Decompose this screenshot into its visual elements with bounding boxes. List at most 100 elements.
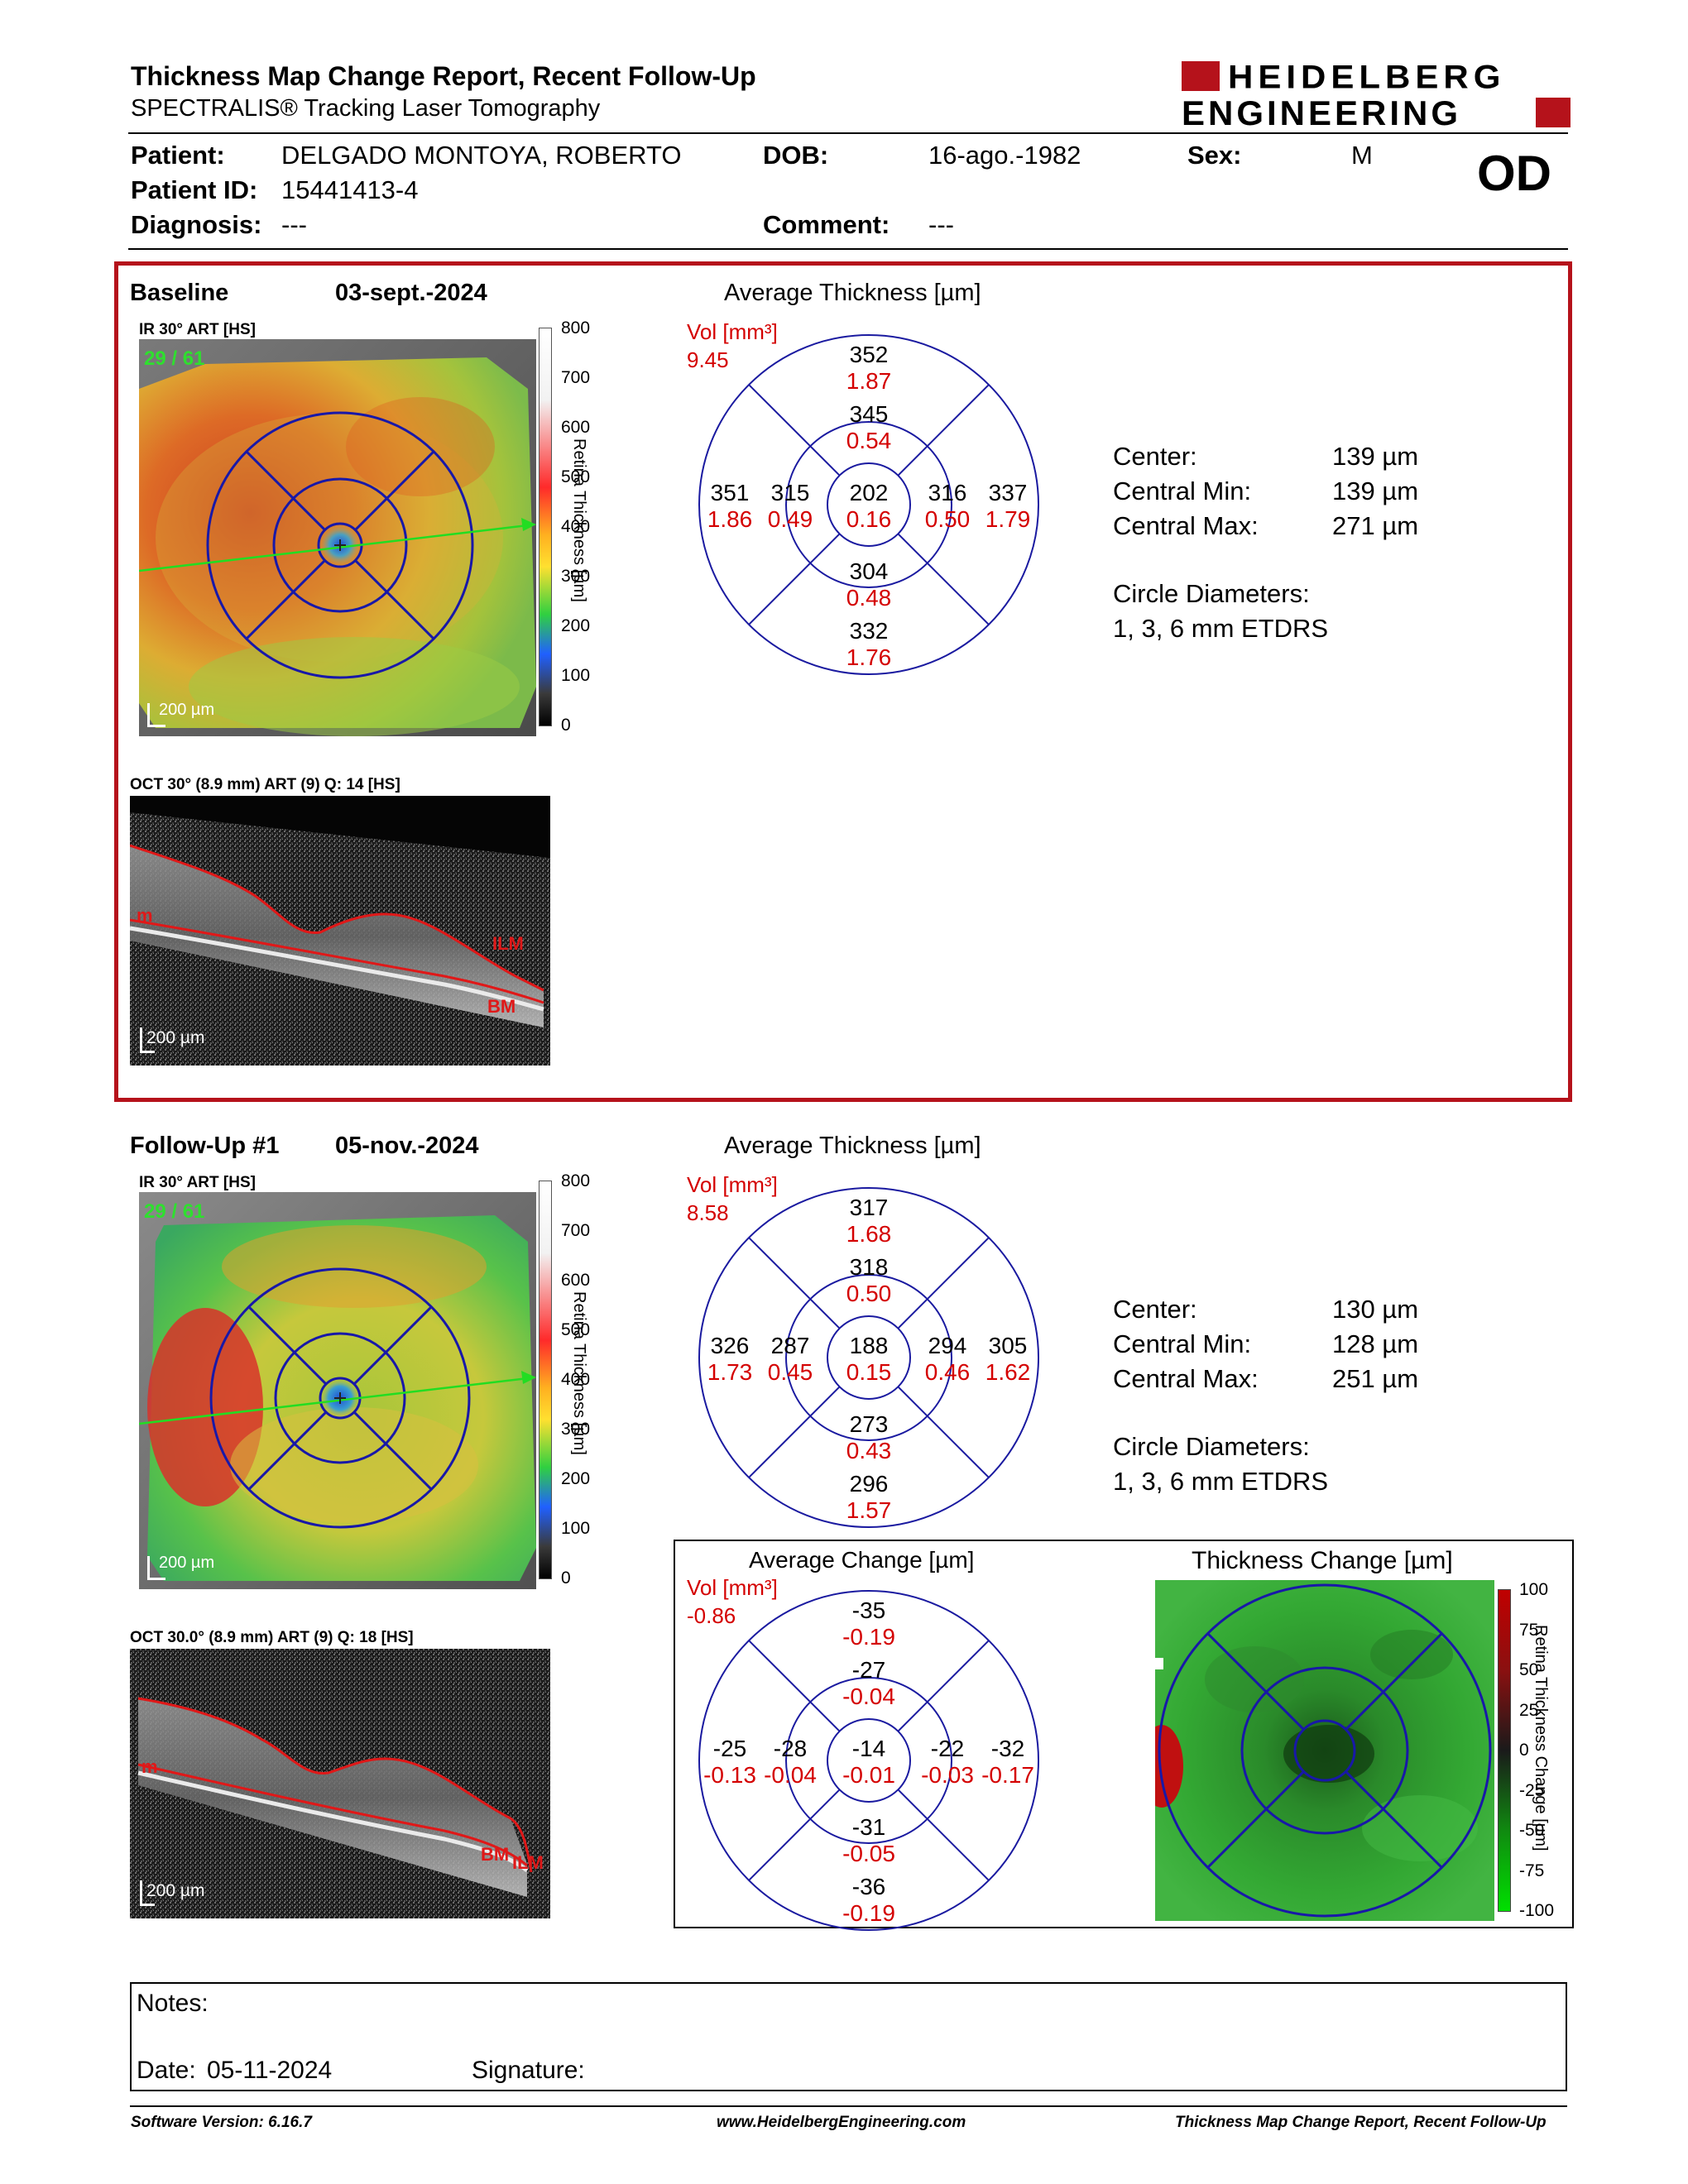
- baseline-colorbar-title: Retina Thickness [µm]: [570, 438, 588, 602]
- followup-max-value: 251 µm: [1332, 1364, 1419, 1393]
- baseline-center-label: Center:: [1113, 442, 1197, 471]
- patient-id-value: 15441413-4: [281, 175, 419, 204]
- etdrs-diagonal-4: [748, 1640, 841, 1732]
- etdrs-diagonal-4: [245, 450, 326, 531]
- etdrs-ring-1: [827, 1315, 911, 1400]
- report-title: Thickness Map Change Report, Recent Foll…: [131, 61, 756, 91]
- baseline-date: 03-sept.-2024: [335, 280, 487, 306]
- etdrs-ring-1: [827, 1718, 911, 1803]
- colorbar-tick-label: 200: [561, 616, 591, 635]
- sector-center-volume: 0.15: [846, 1359, 892, 1385]
- sector-inner-bottom-thickness: -31: [852, 1814, 885, 1840]
- baseline-ir-frames: 29 / 61: [144, 347, 205, 370]
- followup-etdrs-title: Average Thickness [µm]: [724, 1133, 981, 1159]
- sector-outer-top-volume: -0.19: [842, 1624, 895, 1650]
- followup-oct-scale: 200 µm: [146, 1881, 205, 1900]
- sex-value: M: [1351, 141, 1373, 170]
- followup-diam-value: 1, 3, 6 mm ETDRS: [1113, 1467, 1329, 1496]
- colorbar-tick-label: 200: [561, 1469, 591, 1488]
- baseline-center-value: 139 µm: [1332, 442, 1419, 471]
- sector-inner-left-thickness: 287: [771, 1333, 810, 1358]
- sector-outer-top-volume: 1.68: [846, 1221, 892, 1247]
- baseline-ir-scale: 200 µm: [159, 701, 215, 719]
- etdrs-ring-3: [209, 1267, 471, 1529]
- etdrs-ring-2: [1240, 1666, 1409, 1835]
- colorbar-tick-label: 400: [561, 517, 591, 536]
- baseline-vol-total: 9.45: [687, 347, 729, 372]
- colorbar-tick-label: -100: [1519, 1901, 1555, 1920]
- heidelberg-logo: HEIDELBERG ENGINEERING: [1182, 60, 1571, 134]
- baseline-oct-tag-m: m: [137, 905, 153, 926]
- footer-website[interactable]: www.HeidelbergEngineering.com: [717, 2114, 966, 2131]
- followup-ir-frames: 29 / 61: [144, 1200, 205, 1223]
- sector-inner-left-volume: 0.45: [768, 1359, 813, 1385]
- sector-outer-bottom-volume: 1.76: [846, 644, 892, 670]
- colorbar-tick-label: 75: [1519, 1620, 1539, 1640]
- colorbar-tick-label: 50: [1519, 1660, 1539, 1679]
- etdrs-diagonal-2: [352, 1305, 433, 1386]
- etdrs-diagonal-3: [748, 533, 841, 625]
- baseline-etdrs-chart: 3521.873450.543511.863150.492020.163160.…: [698, 334, 1039, 675]
- eye-indicator: OD: [1477, 146, 1551, 201]
- sector-center-volume: 0.16: [846, 506, 892, 532]
- etdrs-diagonal-3: [1206, 1770, 1305, 1869]
- followup-max-label: Central Max:: [1113, 1364, 1259, 1393]
- sector-inner-bottom-thickness: 304: [850, 558, 889, 584]
- sector-inner-right-thickness: -22: [931, 1736, 964, 1761]
- followup-etdrs-chart: 3171.683180.503261.732870.451880.152940.…: [698, 1187, 1039, 1528]
- baseline-thickness-map: 29 / 61 200 µm: [139, 339, 536, 736]
- footer-software: Software Version: 6.16.7: [131, 2114, 312, 2131]
- etdrs-diagonal-2: [354, 450, 435, 531]
- etdrs-diagonal-2: [897, 1237, 990, 1329]
- change-vol-label: Vol [mm³]: [687, 1575, 778, 1600]
- baseline-ir-label: IR 30° ART [HS]: [139, 321, 256, 338]
- colorbar-tick-label: 0: [561, 1569, 571, 1588]
- followup-label: Follow-Up #1: [130, 1133, 280, 1159]
- etdrs-diagonal-2: [897, 1640, 990, 1732]
- footer-report: Thickness Map Change Report, Recent Foll…: [1175, 2114, 1547, 2131]
- sector-outer-left-thickness: 326: [711, 1333, 750, 1358]
- etdrs-diagonal-3: [247, 1410, 328, 1491]
- patient-name: DELGADO MONTOYA, ROBERTO: [281, 141, 682, 170]
- sector-outer-bottom-volume: -0.19: [842, 1900, 895, 1926]
- sector-inner-top-thickness: 345: [850, 401, 889, 427]
- sector-inner-right-volume: -0.03: [921, 1762, 974, 1788]
- sector-inner-bottom-thickness: 273: [850, 1411, 889, 1437]
- sector-outer-top-thickness: 317: [850, 1195, 889, 1220]
- etdrs-ring-2: [785, 421, 952, 588]
- notes-date-label: Date:: [137, 2057, 196, 2084]
- sector-center-thickness: -14: [852, 1736, 885, 1761]
- sector-center-thickness: 202: [850, 480, 889, 505]
- baseline-label: Baseline: [130, 280, 229, 306]
- sector-outer-left-volume: 1.73: [707, 1359, 753, 1385]
- sector-center-thickness: 188: [850, 1333, 889, 1358]
- etdrs-diagonal-1: [352, 1410, 433, 1491]
- diagnosis-label: Diagnosis:: [131, 210, 262, 239]
- baseline-max-value: 271 µm: [1332, 511, 1419, 540]
- etdrs-ring-2: [785, 1677, 952, 1844]
- etdrs-ring-2: [785, 1274, 952, 1441]
- baseline-max-label: Central Max:: [1113, 511, 1259, 540]
- followup-oct-label: OCT 30.0° (8.9 mm) ART (9) Q: 18 [HS]: [130, 1629, 414, 1646]
- colorbar-tick-label: 500: [561, 1320, 591, 1339]
- followup-min-value: 128 µm: [1332, 1329, 1419, 1358]
- thickness-change-map: [1155, 1580, 1494, 1921]
- notes-box: [130, 1982, 1567, 2091]
- baseline-etdrs-title: Average Thickness [µm]: [724, 280, 981, 306]
- baseline-colorbar: [539, 328, 552, 726]
- sector-outer-left-volume: -0.13: [703, 1762, 756, 1788]
- etdrs-diagonal-3: [748, 1789, 841, 1881]
- followup-colorbar: [539, 1181, 552, 1579]
- colorbar-tick-label: 100: [561, 1519, 591, 1538]
- followup-vol-total: 8.58: [687, 1200, 729, 1225]
- followup-oct-tag-m: m: [141, 1756, 158, 1777]
- dob-label: DOB:: [763, 141, 829, 170]
- sector-inner-left-thickness: -28: [774, 1736, 807, 1761]
- sector-center-volume: -0.01: [842, 1762, 895, 1788]
- sector-inner-bottom-volume: 0.43: [846, 1438, 892, 1463]
- etdrs-diagonal-2: [1345, 1632, 1443, 1731]
- sector-outer-right-thickness: 337: [989, 480, 1028, 505]
- change-colorbar-title: Retina Thickness Change [µm]: [1532, 1625, 1550, 1851]
- sector-inner-bottom-volume: 0.48: [846, 585, 892, 611]
- sector-inner-right-thickness: 316: [928, 480, 967, 505]
